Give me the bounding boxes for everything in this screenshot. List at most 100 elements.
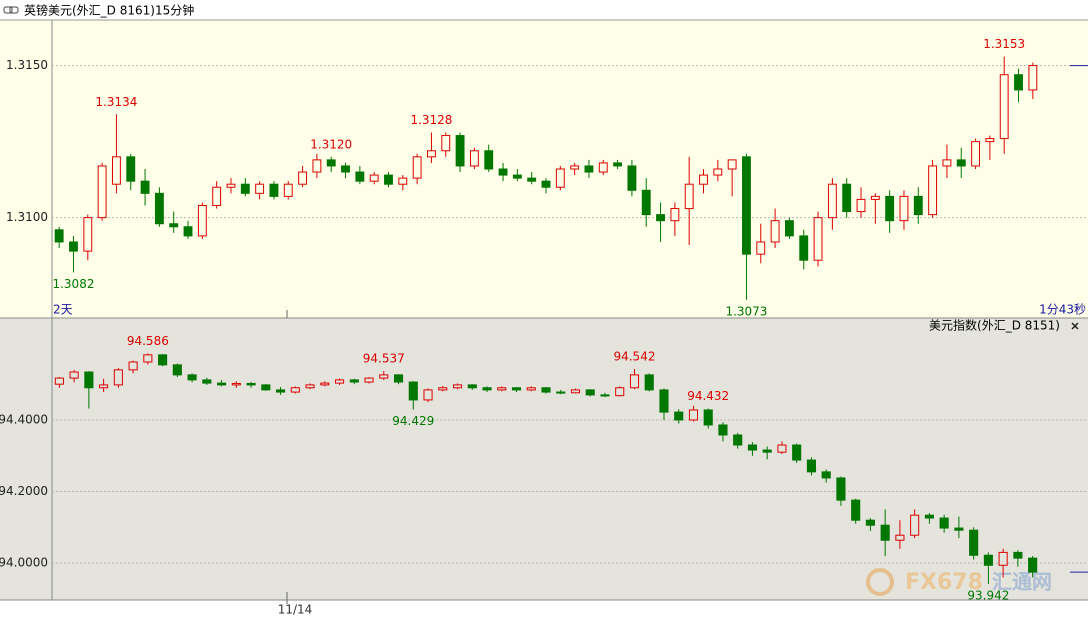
watermark-brand: FX678 <box>905 570 983 595</box>
top-title: 英镑美元(外汇_D 8161)15分钟 <box>24 3 194 18</box>
y-tick-label: 1.3100 <box>6 210 48 224</box>
candle-body <box>644 374 654 391</box>
candle-body <box>423 389 433 401</box>
candle-body <box>718 424 728 436</box>
candle-body <box>99 384 109 389</box>
candle-body <box>187 374 197 381</box>
candle-body <box>688 409 699 421</box>
candle-body <box>349 379 359 383</box>
high-label: 94.586 <box>127 334 169 348</box>
candle-body <box>821 471 831 479</box>
candle-body <box>629 374 640 389</box>
high-label: 94.537 <box>363 351 405 365</box>
candle-body <box>674 411 684 421</box>
candle-body <box>334 379 345 384</box>
candle-body <box>851 499 861 521</box>
candle-body <box>895 534 905 541</box>
candle-body <box>54 229 64 243</box>
candle-body <box>326 159 336 167</box>
candle-body <box>84 371 94 389</box>
candle-body <box>298 171 308 185</box>
candle-body <box>497 387 507 391</box>
candle-body <box>379 374 389 379</box>
low-label: 1.3073 <box>725 304 767 318</box>
candle-body <box>756 241 766 255</box>
high-label: 1.3120 <box>310 137 352 151</box>
candle-body <box>113 369 123 386</box>
high-label: 1.3153 <box>983 37 1025 51</box>
candle-body <box>784 220 794 237</box>
x-start-label: 2天 <box>53 303 73 317</box>
watermark-name: 汇通网 <box>992 570 1052 594</box>
candle-body <box>762 449 772 453</box>
candle-body <box>512 174 522 179</box>
top-panel <box>0 20 1088 318</box>
candle-body <box>255 183 265 194</box>
candle-body <box>985 138 995 143</box>
candle-body <box>1013 551 1023 559</box>
candle-body <box>83 217 93 252</box>
candle-body <box>438 387 448 391</box>
candle-body <box>498 168 508 176</box>
candle-body <box>827 183 837 219</box>
candle-body <box>870 195 880 200</box>
candle-body <box>312 159 322 173</box>
candle-body <box>813 217 823 261</box>
candle-body <box>69 241 78 252</box>
candle-body <box>269 183 279 197</box>
candle-body <box>865 519 875 526</box>
candle-body <box>172 364 182 376</box>
candle-body <box>928 165 938 216</box>
link-icon[interactable] <box>3 6 19 14</box>
candle-body <box>939 517 949 529</box>
candle-body <box>511 387 522 391</box>
low-label: 1.3082 <box>52 277 94 291</box>
candle-body <box>585 389 595 396</box>
candle-body <box>467 384 477 389</box>
close-button[interactable] <box>1071 322 1079 330</box>
candle-body <box>747 444 758 451</box>
candle-body <box>140 180 150 194</box>
candle-body <box>659 389 669 413</box>
candle-body <box>246 382 256 386</box>
y-tick-label: 94.2000 <box>0 484 48 498</box>
low-label: 93.942 <box>967 588 1009 602</box>
candle-body <box>369 174 379 182</box>
low-label: 94.429 <box>392 414 434 428</box>
candle-body <box>128 361 138 371</box>
candle-body <box>202 379 212 384</box>
candle-body <box>742 156 751 255</box>
candle-body <box>806 459 816 473</box>
candle-body <box>355 171 365 182</box>
candle-body <box>427 150 436 158</box>
candle-body <box>384 174 393 185</box>
candle-body <box>469 150 479 167</box>
candle-body <box>971 141 981 167</box>
candle-body <box>452 384 463 389</box>
candle-body <box>54 377 64 385</box>
candle-body <box>924 514 934 519</box>
x-date-label: 11/14 <box>278 603 313 617</box>
x-end-label: 1分43秒 <box>1039 303 1086 317</box>
candle-body <box>169 223 179 228</box>
candle-body <box>899 195 909 222</box>
candle-body <box>983 554 993 566</box>
candle-body <box>641 189 651 216</box>
y-tick-label: 1.3150 <box>6 58 48 72</box>
candle-body <box>341 165 350 173</box>
candle-body <box>699 174 708 185</box>
candle-body <box>584 165 594 173</box>
candle-body <box>226 183 236 188</box>
candle-body <box>276 389 286 393</box>
candle-body <box>197 204 207 237</box>
candle-body <box>482 387 492 391</box>
candle-body <box>143 354 153 363</box>
candle-body <box>555 168 565 188</box>
candle-body <box>770 220 780 243</box>
candle-body <box>541 387 551 393</box>
candle-body <box>527 177 537 182</box>
candle-body <box>913 195 923 216</box>
y-tick-label: 94.0000 <box>0 556 48 570</box>
candle-body <box>240 183 250 194</box>
